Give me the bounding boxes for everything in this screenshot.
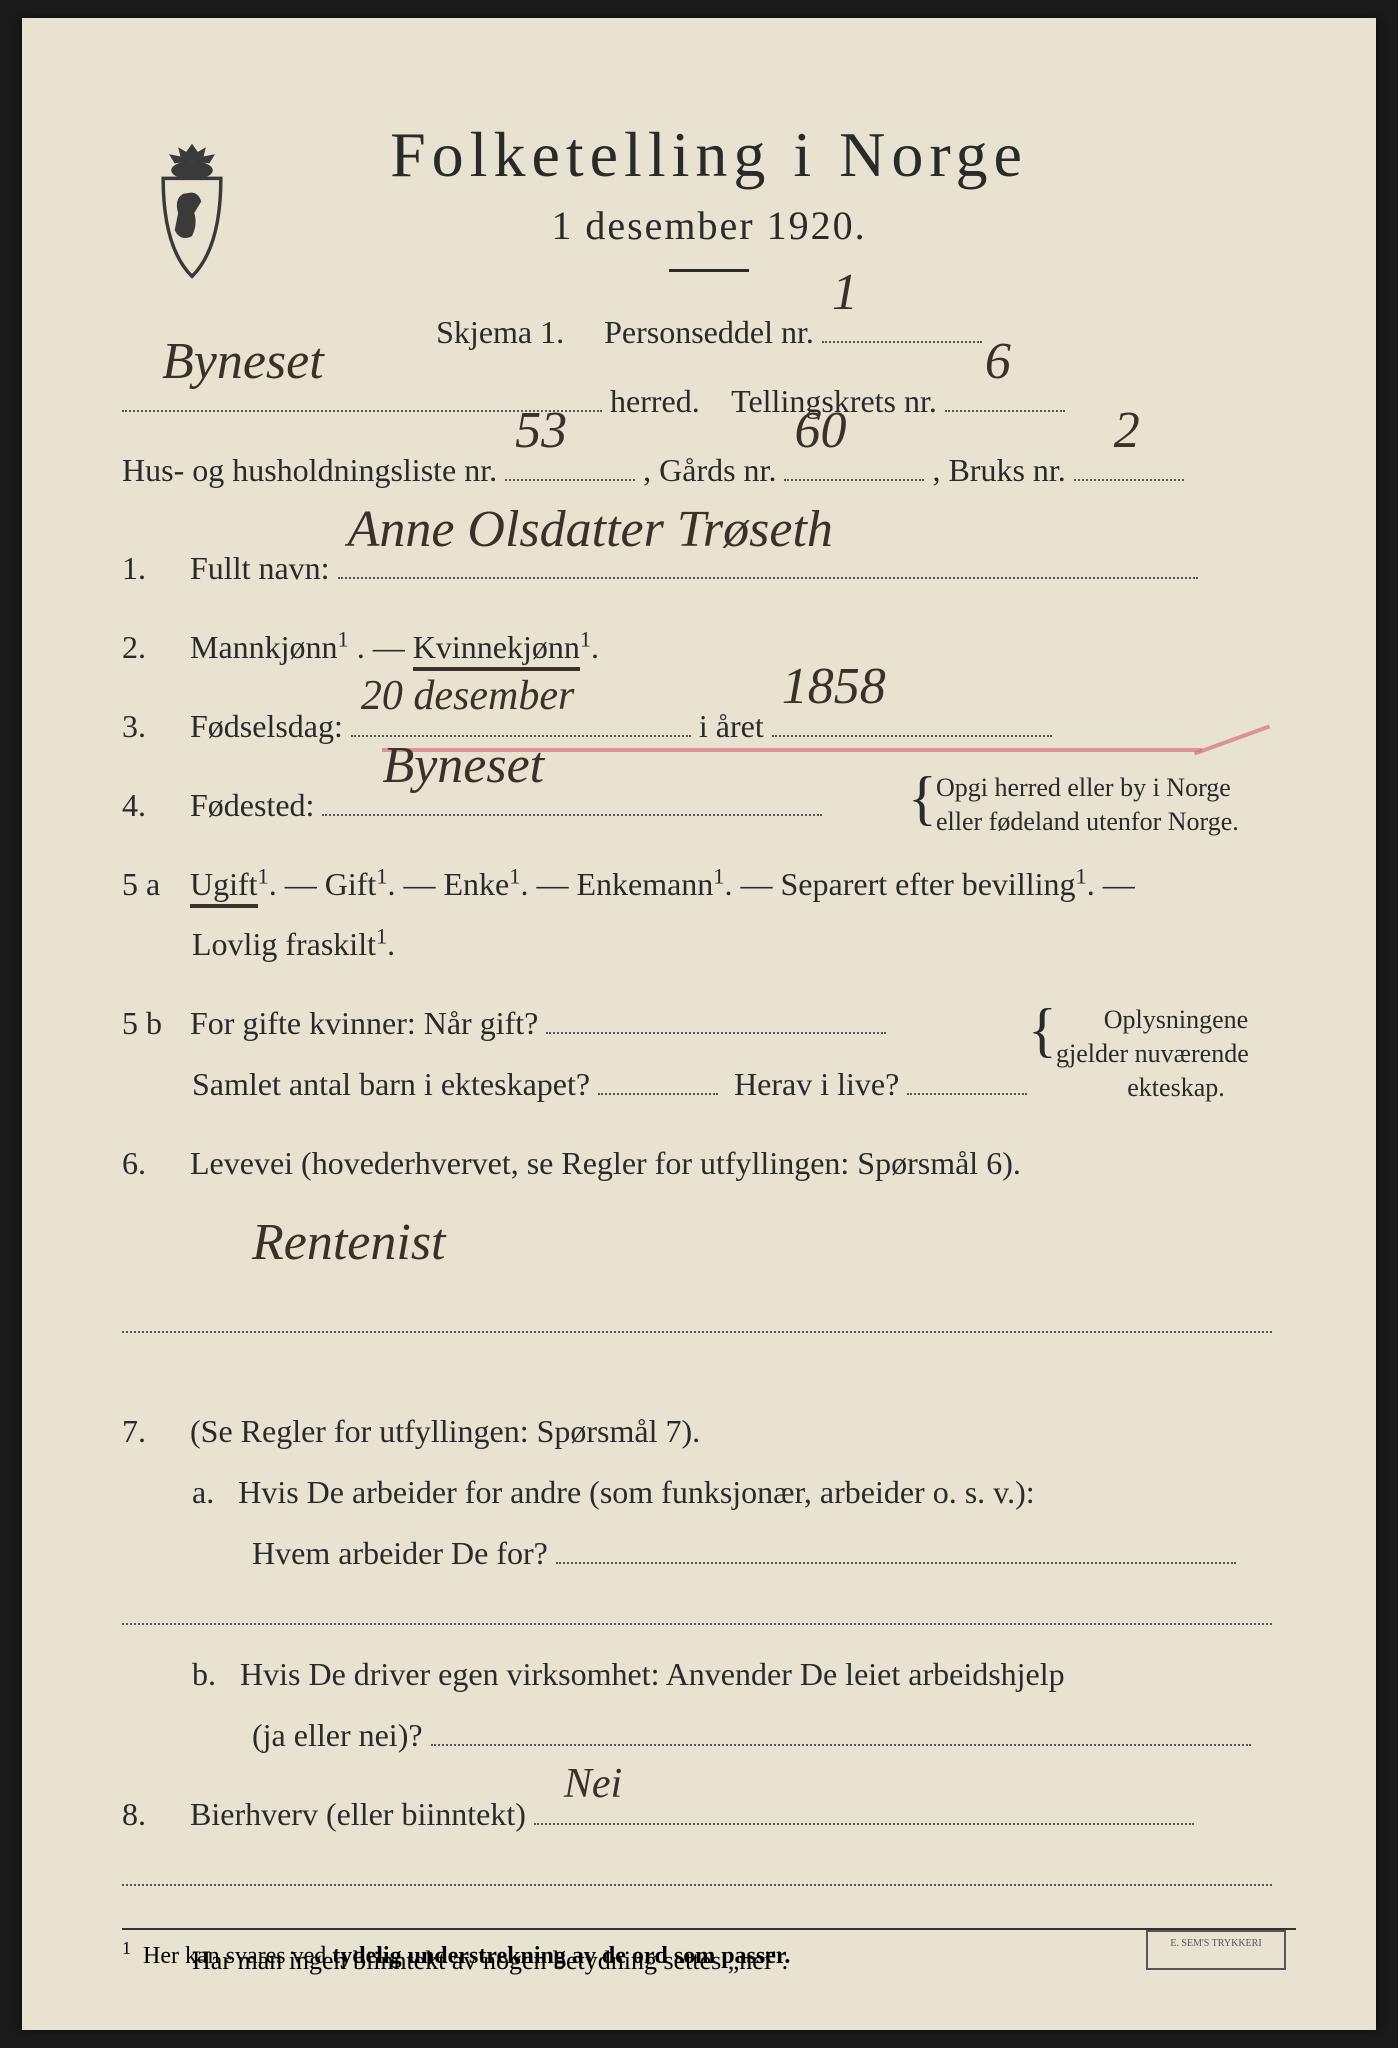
q1: 1. Fullt navn: Anne Olsdatter Trøseth <box>122 538 1296 599</box>
form-header: Folketelling i Norge 1 desember 1920. <box>122 118 1296 272</box>
printer-stamp: E. SEM'S TRYKKERI <box>1146 1930 1286 1970</box>
q8-value: Nei <box>564 1745 622 1825</box>
q3-year-value: 1858 <box>782 638 886 737</box>
hus-nr-field: 53 <box>505 442 635 480</box>
q1-value: Anne Olsdatter Trøseth <box>348 481 833 580</box>
q5b-num: 5 b <box>122 993 182 1054</box>
footnote-sup: 1 <box>122 1938 131 1958</box>
q7b-field <box>431 1708 1251 1746</box>
q7a-field <box>556 1525 1236 1563</box>
q2-opt-a: Mannkjønn <box>190 629 338 665</box>
q3-year-field: 1858 <box>772 699 1052 737</box>
q8-line2 <box>122 1847 1272 1885</box>
q5a-opt-enkemann: Enkemann <box>576 866 713 902</box>
q5b-gift-field <box>546 996 886 1034</box>
q4-value: Byneset <box>382 717 544 816</box>
personseddel-nr-value: 1 <box>832 244 858 343</box>
q6: 6. Levevei (hovederhvervet, se Regler fo… <box>122 1133 1296 1353</box>
q7a-text2: Hvem arbeider De for? <box>252 1535 548 1571</box>
q3: 3. Fødselsdag: 20 desember i året 1858 <box>122 696 1296 757</box>
q1-num: 1. <box>122 538 182 599</box>
gards-nr-value: 60 <box>794 382 846 481</box>
skjema-label: Skjema 1. <box>436 314 564 350</box>
q7: 7. (Se Regler for utfyllingen: Spørsmål … <box>122 1401 1296 1766</box>
q8-num: 8. <box>122 1784 182 1845</box>
q5b-live-field <box>907 1057 1027 1095</box>
personseddel-nr-field: 1 <box>822 305 982 343</box>
q7a-text1: Hvis De arbeider for andre (som funksjon… <box>238 1474 1034 1510</box>
q2: 2. Mannkjønn1 . — Kvinnekjønn1. <box>122 617 1296 678</box>
q7a-num: a. <box>192 1474 214 1510</box>
form-subtitle: 1 desember 1920. <box>122 202 1296 249</box>
q4-note-line2: eller fødeland utenfor Norge. <box>936 805 1296 839</box>
q5a-opt-ugift-selected: Ugift <box>190 866 258 908</box>
q4-label: Fødested: <box>190 787 314 823</box>
gards-nr-field: 60 <box>784 442 924 480</box>
bruks-nr-value: 2 <box>1114 382 1140 481</box>
herred-value: Byneset <box>162 313 324 412</box>
q7-label: (Se Regler for utfyllingen: Spørsmål 7). <box>190 1413 700 1449</box>
q5b-line2b: Herav i live? <box>734 1066 899 1102</box>
q5a-opt-separert: Separert efter bevilling <box>781 866 1076 902</box>
q7b-text2: (ja eller nei)? <box>252 1717 423 1753</box>
q5b: 5 b For gifte kvinner: Når gift? Samlet … <box>122 993 1296 1115</box>
q4-note-line1: Opgi herred eller by i Norge <box>936 771 1296 805</box>
bruks-label: , Bruks nr. <box>932 452 1065 488</box>
q8: 8. Bierhverv (eller biinntekt) Nei <box>122 1784 1296 1906</box>
q6-num: 6. <box>122 1133 182 1194</box>
footnote-text: Her kan svares ved tydelig understreknin… <box>143 1943 790 1969</box>
q5a-opt-enke: Enke <box>444 866 510 902</box>
bruks-nr-field: 2 <box>1074 442 1184 480</box>
q8-field: Nei <box>534 1787 1194 1825</box>
q4-note: Opgi herred eller by i Norge eller fødel… <box>936 771 1296 839</box>
q5b-note-line1: Oplysningene <box>1056 1003 1296 1037</box>
q5a-opt-fraskilt: Lovlig fraskilt <box>192 926 376 962</box>
q3-num: 3. <box>122 696 182 757</box>
herred-label: herred. <box>610 383 700 419</box>
q4: 4. Fødested: Byneset Opgi herred eller b… <box>122 775 1296 836</box>
q5b-label: For gifte kvinner: Når gift? <box>190 1005 538 1041</box>
q7-num: 7. <box>122 1401 182 1462</box>
personseddel-label: Personseddel nr. <box>604 314 814 350</box>
q6-label: Levevei (hovederhvervet, se Regler for u… <box>190 1145 1021 1181</box>
q5b-note: Oplysningene gjelder nuværende ekteskap. <box>1056 1003 1296 1104</box>
tellingskrets-value: 6 <box>985 313 1011 412</box>
q4-field: Byneset <box>322 777 822 815</box>
footnote: 1 Her kan svares ved tydelig understrekn… <box>122 1928 1296 1970</box>
census-form-page: Folketelling i Norge 1 desember 1920. Sk… <box>22 18 1376 2030</box>
q5a-num: 5 a <box>122 854 182 915</box>
q3-mid: i året <box>699 708 764 744</box>
q2-num: 2. <box>122 617 182 678</box>
q7a-line2 <box>122 1586 1272 1624</box>
q8-label: Bierhverv (eller biinntekt) <box>190 1796 526 1832</box>
q5b-note-line3: ekteskap. <box>1056 1071 1296 1105</box>
q5b-note-line2: gjelder nuværende <box>1056 1037 1296 1071</box>
q4-num: 4. <box>122 775 182 836</box>
q6-value: Rentenist <box>252 1194 446 1293</box>
q6-line <box>122 1295 1272 1333</box>
form-title: Folketelling i Norge <box>122 118 1296 192</box>
q7b-num: b. <box>192 1656 216 1692</box>
tellingskrets-field: 6 <box>945 373 1065 411</box>
q7b-text1: Hvis De driver egen virksomhet: Anvender… <box>240 1656 1065 1692</box>
red-mark-tail <box>1194 724 1271 755</box>
q3-label: Fødselsdag: <box>190 708 343 744</box>
q5a: 5 a Ugift1. — Gift1. — Enke1. — Enkemann… <box>122 854 1296 976</box>
q1-field: Anne Olsdatter Trøseth <box>338 541 1198 579</box>
q5b-barn-field <box>598 1057 718 1095</box>
q1-label: Fullt navn: <box>190 550 330 586</box>
coat-of-arms-icon <box>132 138 252 288</box>
q5b-line2a: Samlet antal barn i ekteskapet? <box>192 1066 590 1102</box>
header-divider <box>669 269 749 272</box>
q5a-opt-gift: Gift <box>325 866 377 902</box>
hus-nr-value: 53 <box>515 382 567 481</box>
